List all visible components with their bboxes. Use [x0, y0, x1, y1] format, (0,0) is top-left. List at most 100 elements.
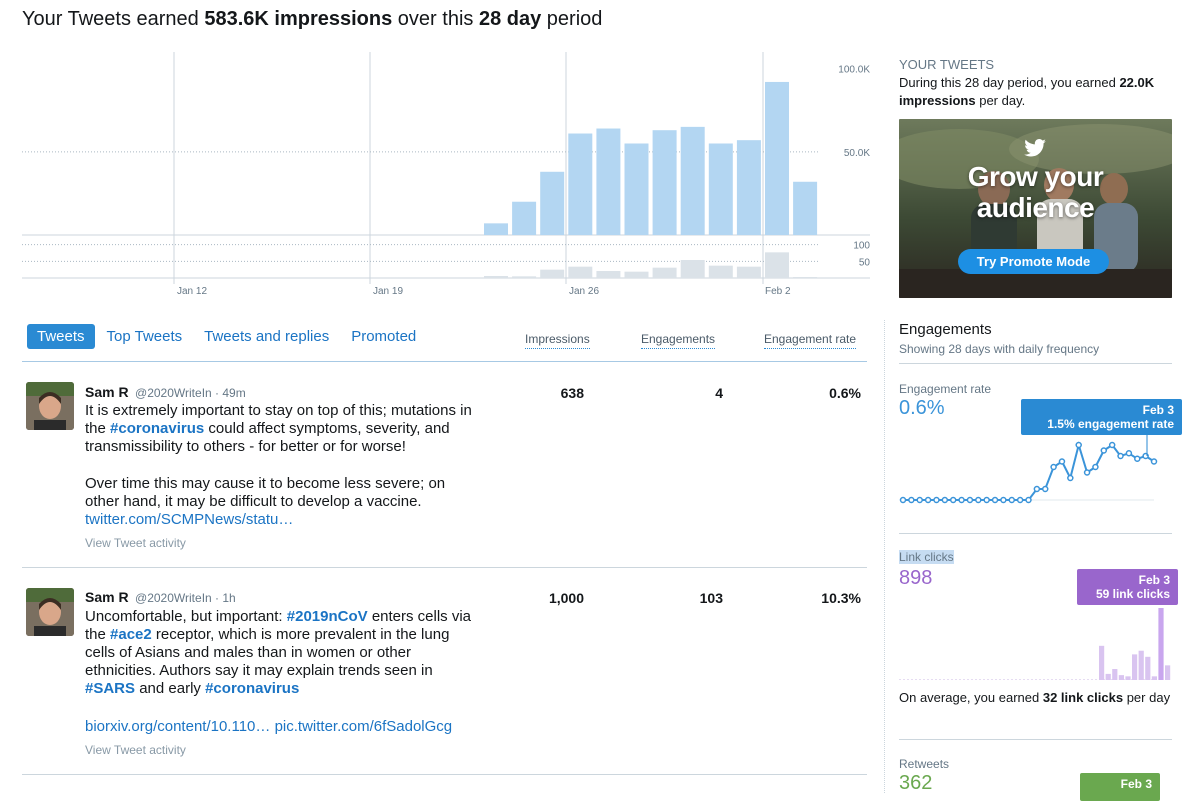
link-clicks-bar — [1158, 608, 1164, 680]
sparkline-point — [949, 496, 957, 504]
sparkline-point — [1108, 441, 1116, 449]
twitter-bird-icon — [1024, 139, 1046, 157]
engagement-bar — [512, 276, 537, 278]
link-clicks-bar — [1125, 676, 1131, 680]
sparkline-point — [1117, 452, 1124, 460]
sparkline-point — [908, 496, 915, 504]
tweet-text: Uncomfortable, but important: #2019nCoV … — [85, 608, 472, 697]
tweet-media-link[interactable]: pic.twitter.com/6fSadolGcg — [274, 718, 453, 735]
sparkline-point — [924, 496, 932, 504]
sparkline-point — [941, 496, 949, 504]
table-header-divider — [22, 361, 867, 362]
sparkline-point — [975, 496, 982, 504]
tweet-tabs: Tweets Top Tweets Tweets and replies Pro… — [27, 324, 428, 349]
tab-top-tweets[interactable]: Top Tweets — [106, 328, 183, 345]
x-tick-label: Jan 19 — [373, 286, 403, 297]
impressions-bar — [708, 143, 733, 235]
tweet-engagements: 4 — [715, 385, 723, 401]
row-divider — [22, 567, 867, 568]
sparkline-point — [1041, 485, 1049, 493]
link-clicks-sparkline — [899, 608, 1171, 680]
link-clicks-bar — [1099, 645, 1105, 680]
tweet-link[interactable]: twitter.com/SCMPNews/statu… — [85, 511, 294, 528]
sparkline-point — [933, 496, 940, 504]
tab-promoted[interactable]: Promoted — [351, 328, 417, 345]
engagement-bar — [680, 260, 705, 278]
link-clicks-bar — [1165, 665, 1171, 680]
engagement-rate-value: 0.6% — [899, 397, 945, 419]
x-tick-label: Jan 12 — [177, 286, 207, 297]
sparkline-point — [1092, 463, 1099, 471]
sparkline-point — [966, 496, 974, 504]
link-clicks-bar — [1145, 656, 1151, 680]
sparkline-point — [958, 496, 965, 504]
avatar-photo-icon — [26, 382, 74, 430]
tweet-header: Sam R @2020WriteIn · 1h — [85, 589, 236, 607]
tweet-header: Sam R @2020WriteIn · 49m — [85, 384, 246, 402]
avatar[interactable] — [26, 382, 74, 430]
sparkline-point — [1000, 496, 1007, 504]
view-tweet-activity-link[interactable]: View Tweet activity — [85, 743, 186, 757]
tweet-impressions: 638 — [560, 385, 584, 401]
avatar[interactable] — [26, 588, 74, 636]
impressions-bar — [765, 81, 789, 235]
hashtag-link[interactable]: #coronavirus — [205, 680, 300, 697]
hashtag-link[interactable]: #2019nCoV — [286, 608, 368, 625]
x-tick-label: Jan 26 — [569, 286, 599, 297]
engagement-bar — [793, 277, 818, 278]
y-tick-label: 100 — [853, 241, 870, 252]
tweet-author[interactable]: Sam R — [85, 384, 129, 400]
hashtag-link[interactable]: #ace2 — [110, 626, 152, 643]
hashtag-link[interactable]: #coronavirus — [110, 420, 205, 437]
hashtag-link[interactable]: #SARS — [85, 680, 136, 697]
impressions-chart: 100.0K 50.0K 100 50 Jan 12 Jan 19 Jan 26 Feb 2 — [22, 52, 871, 297]
promo-title: Grow your audience — [967, 161, 1104, 223]
y-tick-label: 50.0K — [844, 148, 870, 159]
engagements-subtitle: Showing 28 days with daily frequency — [899, 342, 1100, 356]
impressions-bar — [793, 181, 818, 235]
your-tweets-label: YOUR TWEETS — [899, 57, 995, 72]
engagement-rate-column-header[interactable]: Engagement rate — [764, 332, 857, 349]
engagement-bar — [652, 267, 677, 278]
tweet-author[interactable]: Sam R — [85, 589, 129, 605]
tab-tweets-and-replies[interactable]: Tweets and replies — [204, 328, 330, 345]
tweet-handle-time[interactable]: @2020WriteIn · 49m — [135, 386, 246, 400]
engagement-bar — [624, 271, 649, 278]
tweet-engagements: 103 — [699, 590, 723, 606]
tweet-link[interactable]: biorxiv.org/content/10.110… — [85, 718, 271, 735]
tab-tweets[interactable]: Tweets — [27, 324, 95, 349]
engagement-rate-sparkline — [899, 432, 1158, 504]
section-divider — [899, 533, 1172, 534]
link-clicks-callout: Feb 3 59 link clicks — [1077, 569, 1178, 605]
promote-mode-banner[interactable]: Grow your audience Try Promote Mode — [899, 119, 1172, 298]
engagement-bar — [765, 252, 789, 278]
sparkline-point — [916, 496, 923, 504]
engagement-bar — [484, 276, 508, 278]
tweet-engagement-rate: 10.3% — [821, 590, 861, 606]
view-tweet-activity-link[interactable]: View Tweet activity — [85, 536, 186, 550]
link-clicks-average: On average, you earned 32 link clicks pe… — [899, 690, 1171, 705]
tweet-handle-time[interactable]: @2020WriteIn · 1h — [135, 591, 236, 605]
sparkline-path — [903, 441, 1155, 501]
sparkline-point — [1134, 455, 1141, 462]
engagements-column-header[interactable]: Engagements — [641, 332, 716, 349]
y-tick-label: 50 — [859, 257, 871, 268]
link-clicks-value: 898 — [899, 567, 933, 589]
sparkline-point — [1033, 485, 1041, 493]
engagement-bar — [596, 271, 621, 278]
y-tick-label: 100.0K — [838, 65, 870, 76]
impressions-column-header[interactable]: Impressions — [525, 332, 590, 349]
try-promote-mode-button[interactable]: Try Promote Mode — [958, 249, 1109, 274]
impressions-bar — [652, 130, 677, 235]
sparkline-point — [1075, 441, 1082, 449]
section-divider — [899, 363, 1172, 364]
row-divider — [22, 774, 867, 775]
tweet-impressions: 1,000 — [548, 590, 584, 606]
engagement-bar — [736, 266, 761, 278]
link-clicks-bar — [1138, 650, 1144, 680]
sparkline-point — [1067, 474, 1074, 482]
sparkline-point — [983, 496, 990, 504]
impressions-bar — [540, 171, 565, 235]
impressions-bar — [624, 143, 649, 235]
column-divider — [884, 320, 885, 793]
